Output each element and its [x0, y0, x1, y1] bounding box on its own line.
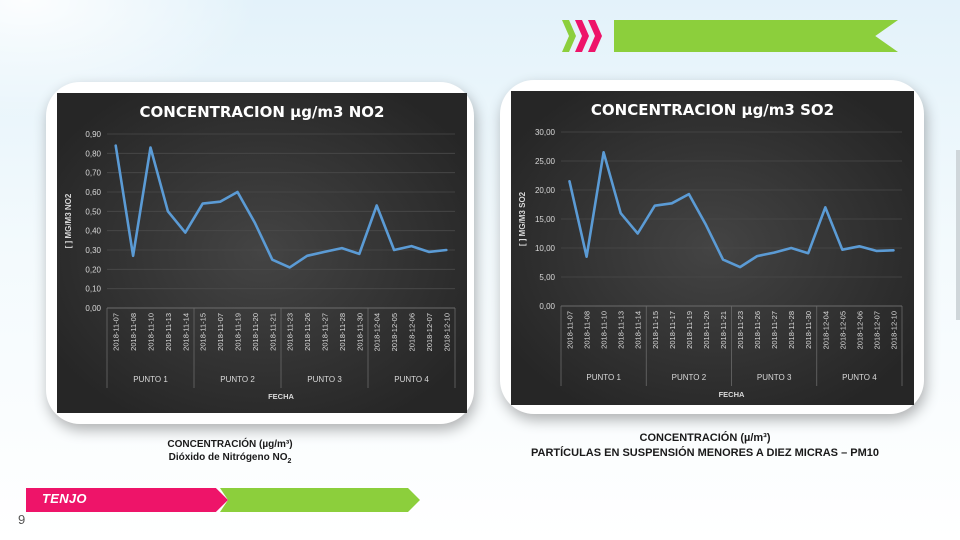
so2-x-tick-label: 2018-12-10	[889, 311, 898, 349]
no2-x-tick-label: 2018-11-15	[199, 313, 208, 351]
so2-x-tick-label: 2018-11-14	[634, 311, 643, 349]
no2-y-tick-label: 0,40	[85, 227, 101, 236]
so2-group-label: PUNTO 1	[586, 373, 621, 382]
so2-x-tick-label: 2018-11-07	[566, 311, 575, 349]
no2-x-tick-label: 2018-11-20	[251, 313, 260, 351]
chevron-pink-icon	[588, 20, 602, 52]
footer-pink-segment	[26, 488, 228, 512]
no2-x-tick-label: 2018-11-21	[268, 313, 277, 351]
no2-series-line	[114, 144, 448, 269]
so2-y-tick-label: 10,00	[535, 244, 556, 253]
no2-x-tick-label: 2018-11-23	[286, 313, 295, 351]
no2-x-tick-label: 2018-11-07	[112, 313, 121, 351]
no2-caption-text: Dióxido de Nitrógeno NO	[168, 452, 288, 463]
no2-y-axis-label: [ ] MG/M3 NO2	[64, 193, 73, 248]
no2-x-tick-label: 2018-11-27	[321, 313, 330, 351]
pm10-caption-line1: CONCENTRACIÓN (µ/m³)	[639, 432, 771, 444]
no2-y-tick-label: 0,60	[85, 188, 101, 197]
no2-group-label: PUNTO 2	[220, 375, 255, 384]
no2-x-tick-label: 2018-11-13	[164, 313, 173, 351]
no2-group-label: PUNTO 1	[133, 375, 168, 384]
so2-x-tick-label: 2018-11-15	[651, 311, 660, 349]
so2-x-tick-label: 2018-11-19	[685, 311, 694, 349]
no2-caption-subscript: 2	[287, 458, 292, 465]
no2-caption-line1: CONCENTRACIÓN (µg/m³)	[167, 439, 293, 450]
so2-line-chart: CONCENTRACION µg/m3 SO2 0,00 5,00 10,00 15,0…	[511, 91, 914, 405]
no2-group-label: PUNTO 4	[394, 375, 429, 384]
no2-y-tick-label: 0,90	[85, 130, 101, 139]
so2-y-tick-label: 0,00	[539, 302, 555, 311]
so2-x-tick-label: 2018-11-30	[804, 311, 813, 349]
footer-green-segment	[220, 488, 420, 512]
so2-y-tick-label: 5,00	[539, 273, 555, 282]
so2-y-tick-label: 30,00	[535, 128, 556, 137]
so2-x-tick-label: 2018-11-13	[617, 311, 626, 349]
no2-x-tick-label: 2018-12-04	[373, 313, 382, 351]
footer-accent-bar: TENJO	[26, 488, 420, 512]
no2-x-tick-label: 2018-11-08	[129, 313, 138, 351]
no2-x-tick-label: 2018-11-30	[355, 313, 364, 351]
top-accent-bar	[562, 20, 898, 52]
no2-y-tick-label: 0,70	[85, 169, 101, 178]
so2-x-tick-label: 2018-12-06	[855, 311, 864, 349]
no2-y-tick-label: 0,80	[85, 149, 101, 158]
slide-edge-divider	[956, 150, 960, 320]
so2-x-tick-label: 2018-11-23	[736, 311, 745, 349]
no2-line-chart: CONCENTRACION µg/m3 NO2 0,00 0,10 0,20 0,30 0…	[57, 93, 467, 413]
no2-y-tick-label: 0,00	[85, 304, 101, 313]
no2-chart-background	[57, 93, 467, 413]
no2-y-tick-label: 0,10	[85, 285, 101, 294]
pm10-caption-line2: PARTÍCULAS EN SUSPENSIÓN MENORES A DIEZ …	[531, 447, 879, 459]
no2-x-tick-label: 2018-12-07	[425, 313, 434, 351]
no2-x-tick-label: 2018-11-19	[234, 313, 243, 351]
no2-caption-line2: Dióxido de Nitrógeno NO2	[110, 451, 350, 468]
so2-x-tick-label: 2018-11-28	[787, 311, 796, 349]
so2-x-tick-label: 2018-11-27	[770, 311, 779, 349]
green-banner	[614, 20, 898, 52]
no2-x-tick-label: 2018-12-10	[442, 313, 451, 351]
no2-y-tick-label: 0,30	[85, 246, 101, 255]
chevron-green-icon	[562, 20, 576, 52]
so2-x-tick-label: 2018-12-04	[821, 311, 830, 349]
so2-y-axis-label: [ ] MG/M3 SO2	[518, 191, 527, 246]
no2-group-label: PUNTO 3	[307, 375, 342, 384]
no2-x-tick-label: 2018-11-28	[338, 313, 347, 351]
so2-x-tick-label: 2018-11-08	[583, 311, 592, 349]
no2-x-tick-label: 2018-12-06	[408, 313, 417, 351]
pm10-caption: CONCENTRACIÓN (µ/m³) PARTÍCULAS EN SUSPE…	[490, 431, 920, 461]
so2-chart-title: CONCENTRACION µg/m3 SO2	[591, 101, 834, 119]
so2-group-label: PUNTO 2	[672, 373, 707, 382]
page-number: 9	[18, 512, 26, 527]
so2-x-tick-label: 2018-11-26	[753, 311, 762, 349]
no2-x-tick-label: 2018-11-14	[181, 313, 190, 351]
so2-x-tick-label: 2018-11-21	[719, 311, 728, 349]
so2-y-tick-label: 25,00	[535, 157, 556, 166]
no2-x-axis-label: FECHA	[268, 392, 294, 401]
no2-caption: CONCENTRACIÓN (µg/m³) Dióxido de Nitróge…	[110, 438, 350, 468]
chevron-pink-icon	[575, 20, 589, 52]
no2-x-tick-label: 2018-11-10	[147, 313, 156, 351]
so2-x-tick-label: 2018-12-07	[872, 311, 881, 349]
so2-y-tick-label: 20,00	[535, 186, 556, 195]
no2-x-tick-label: 2018-12-05	[390, 313, 399, 351]
no2-chart-title: CONCENTRACION µg/m3 NO2	[140, 103, 385, 121]
so2-x-tick-label: 2018-11-10	[600, 311, 609, 349]
so2-group-label: PUNTO 3	[757, 373, 792, 382]
so2-x-tick-label: 2018-12-05	[838, 311, 847, 349]
so2-series-line	[568, 150, 895, 269]
so2-x-tick-label: 2018-11-17	[668, 311, 677, 349]
so2-x-axis-label: FECHA	[719, 390, 745, 399]
no2-y-tick-label: 0,50	[85, 207, 101, 216]
so2-x-tick-label: 2018-11-20	[702, 311, 711, 349]
no2-y-tick-label: 0,20	[85, 265, 101, 274]
so2-y-tick-label: 15,00	[535, 215, 556, 224]
so2-group-label: PUNTO 4	[842, 373, 877, 382]
tenjo-logo: TENJO	[42, 491, 87, 506]
no2-x-tick-label: 2018-11-07	[216, 313, 225, 351]
no2-x-tick-label: 2018-11-26	[303, 313, 312, 351]
